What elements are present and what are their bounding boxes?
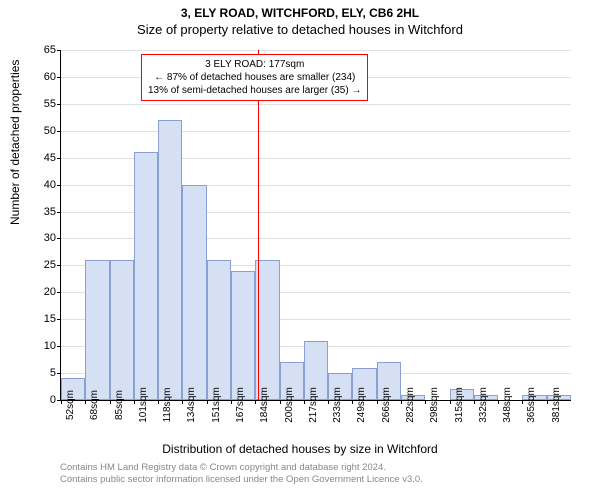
xtick-mark <box>280 400 281 404</box>
ytick-mark <box>57 292 61 293</box>
xtick-label: 332sqm <box>478 387 489 423</box>
xtick-label: 200sqm <box>284 387 295 423</box>
xtick-mark <box>547 400 548 404</box>
xtick-mark <box>377 400 378 404</box>
histogram-bar <box>182 185 206 400</box>
xtick-label: 365sqm <box>526 387 537 423</box>
x-axis-label: Distribution of detached houses by size … <box>0 442 600 456</box>
ytick-label: 30 <box>26 232 56 244</box>
histogram-bar <box>158 120 182 400</box>
ytick-mark <box>57 104 61 105</box>
histogram-bar <box>85 260 109 400</box>
xtick-label: 348sqm <box>502 387 513 423</box>
xtick-label: 118sqm <box>162 388 173 423</box>
xtick-mark <box>134 400 135 404</box>
ytick-label: 60 <box>26 71 56 83</box>
footer-line1: Contains HM Land Registry data © Crown c… <box>60 462 423 474</box>
ytick-label: 20 <box>26 286 56 298</box>
ytick-mark <box>57 158 61 159</box>
footer-attribution: Contains HM Land Registry data © Crown c… <box>60 462 423 486</box>
xtick-mark <box>110 400 111 404</box>
xtick-mark <box>255 400 256 404</box>
xtick-mark <box>498 400 499 404</box>
xtick-mark <box>207 400 208 404</box>
page-title-desc: Size of property relative to detached ho… <box>0 20 600 37</box>
xtick-label: 233sqm <box>332 387 343 423</box>
ytick-label: 35 <box>26 206 56 218</box>
ytick-mark <box>57 77 61 78</box>
xtick-label: 184sqm <box>259 387 270 423</box>
ytick-mark <box>57 212 61 213</box>
annotation-line3: 13% of semi-detached houses are larger (… <box>148 84 361 97</box>
histogram-bar <box>255 260 279 400</box>
xtick-label: 298sqm <box>429 387 440 423</box>
ytick-mark <box>57 319 61 320</box>
histogram-bar <box>110 260 134 400</box>
ytick-label: 45 <box>26 152 56 164</box>
xtick-label: 68sqm <box>89 390 100 420</box>
ytick-label: 25 <box>26 259 56 271</box>
xtick-label: 134sqm <box>186 387 197 423</box>
ytick-label: 10 <box>26 340 56 352</box>
gridline <box>61 104 571 105</box>
histogram-bar <box>231 271 255 400</box>
xtick-label: 282sqm <box>405 387 416 423</box>
gridline <box>61 50 571 51</box>
ytick-mark <box>57 50 61 51</box>
xtick-mark <box>61 400 62 404</box>
xtick-label: 101sqm <box>138 387 149 423</box>
ytick-label: 0 <box>26 394 56 406</box>
gridline <box>61 131 571 132</box>
chart-area: 0510152025303540455055606552sqm68sqm85sq… <box>60 50 570 400</box>
xtick-label: 85sqm <box>114 390 125 420</box>
xtick-label: 167sqm <box>235 387 246 423</box>
ytick-mark <box>57 373 61 374</box>
xtick-label: 249sqm <box>356 387 367 423</box>
histogram-bar <box>207 260 231 400</box>
xtick-mark <box>474 400 475 404</box>
xtick-mark <box>425 400 426 404</box>
annotation-line1: 3 ELY ROAD: 177sqm <box>148 58 361 71</box>
histogram-bar <box>134 152 158 400</box>
ytick-mark <box>57 346 61 347</box>
ytick-label: 5 <box>26 367 56 379</box>
ytick-label: 40 <box>26 179 56 191</box>
ytick-mark <box>57 185 61 186</box>
ytick-label: 15 <box>26 313 56 325</box>
xtick-mark <box>328 400 329 404</box>
ytick-label: 50 <box>26 125 56 137</box>
ytick-label: 65 <box>26 44 56 56</box>
xtick-mark <box>352 400 353 404</box>
reference-line <box>258 50 259 400</box>
xtick-label: 266sqm <box>381 387 392 423</box>
xtick-mark <box>304 400 305 404</box>
xtick-mark <box>231 400 232 404</box>
footer-line2: Contains public sector information licen… <box>60 474 423 486</box>
ytick-mark <box>57 238 61 239</box>
xtick-mark <box>450 400 451 404</box>
xtick-label: 151sqm <box>211 387 222 423</box>
ytick-mark <box>57 265 61 266</box>
xtick-label: 52sqm <box>65 390 76 420</box>
xtick-mark <box>158 400 159 404</box>
ytick-label: 55 <box>26 98 56 110</box>
xtick-mark <box>85 400 86 404</box>
annotation-line2: ← 87% of detached houses are smaller (23… <box>148 71 361 84</box>
xtick-mark <box>182 400 183 404</box>
plot-region: 0510152025303540455055606552sqm68sqm85sq… <box>60 50 571 401</box>
xtick-label: 217sqm <box>308 387 319 423</box>
y-axis-label: Number of detached properties <box>8 60 22 225</box>
xtick-label: 381sqm <box>551 387 562 423</box>
xtick-mark <box>522 400 523 404</box>
xtick-label: 315sqm <box>454 387 465 423</box>
page-title-address: 3, ELY ROAD, WITCHFORD, ELY, CB6 2HL <box>0 0 600 20</box>
annotation-box: 3 ELY ROAD: 177sqm← 87% of detached hous… <box>141 54 368 101</box>
xtick-mark <box>401 400 402 404</box>
ytick-mark <box>57 131 61 132</box>
